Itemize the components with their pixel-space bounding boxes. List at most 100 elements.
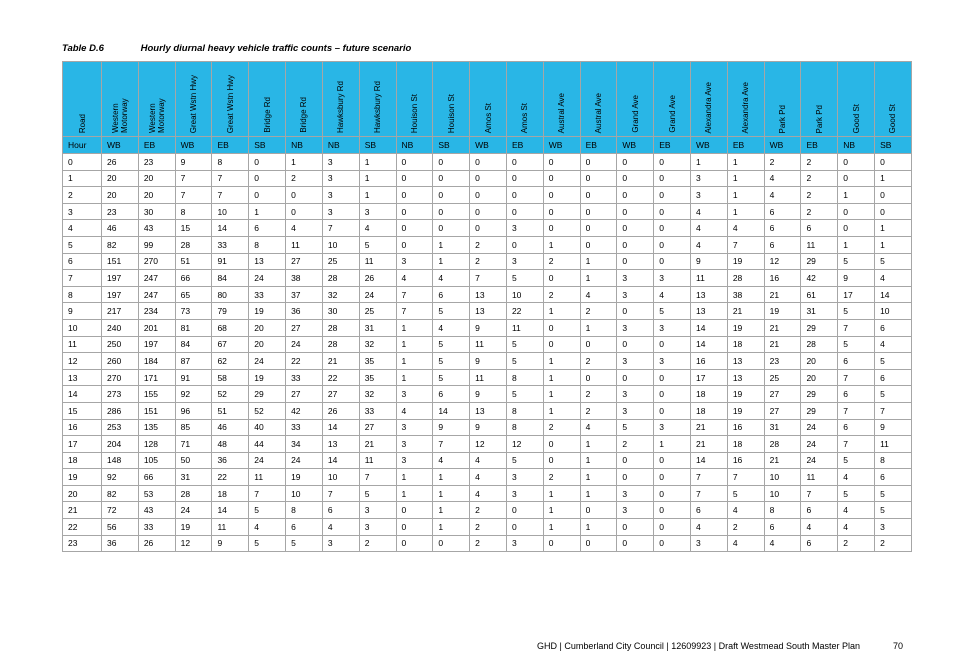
count-cell: 0 [653,169,691,188]
road-header-cell: Bridge Rd [285,61,323,137]
count-cell: 5 [432,335,471,354]
count-cell: 1 [248,202,287,221]
count-cell: 3 [505,484,544,503]
count-cell: 7 [726,235,765,254]
count-cell: 20 [248,318,287,337]
count-cell: 3 [321,202,360,221]
count-cell: 8 [174,202,213,221]
count-cell: 6 [432,385,471,403]
count-cell: 0 [248,153,287,171]
count-cell: 36 [101,534,139,553]
count-cell: 0 [616,186,655,204]
count-cell: 1 [432,468,471,486]
count-cell: 40 [248,418,287,437]
count-cell: 11 [469,335,507,354]
direction-header-cell: WB [101,136,139,154]
hour-cell: 12 [62,352,102,370]
road-header-cell: Good St [874,61,912,137]
count-cell: 30 [137,202,176,221]
count-cell: 0 [395,202,434,221]
count-cell: 2 [542,418,581,437]
hour-cell: 16 [62,418,102,437]
count-cell: 9 [469,352,507,370]
count-cell: 18 [690,385,728,403]
count-cell: 19 [248,302,287,320]
direction-header-row: Hour WB EB WB EB SB NB NB SB NB SB WB EB WB EB WB EB WB E… [62,136,912,154]
count-cell: 28 [321,269,360,287]
count-cell: 0 [505,202,544,221]
count-cell: 20 [800,368,839,387]
count-cell: 5 [837,335,876,354]
hour-cell: 14 [62,385,102,403]
count-cell: 25 [763,368,802,387]
count-cell: 1 [395,468,434,486]
count-cell: 0 [469,153,507,171]
count-cell: 38 [726,285,765,304]
count-cell: 2 [800,169,839,188]
table-row: 19 92 66 31 22 11 19 10 7 1 1 4 3 2 1 0 0 7 7 10 11 4 6 [62,468,912,486]
table-row: 20 82 53 28 18 7 10 7 5 1 1 4 3 1 1 3 0 7 5 10 7 5 5 [62,484,912,503]
road-header-cell: Great Wstn Hwy [174,61,213,137]
count-cell: 8 [874,451,912,470]
road-name-label: Good St [888,103,898,133]
count-cell: 9 [469,385,507,403]
count-cell: 92 [174,385,213,403]
count-cell: 2 [874,534,912,553]
count-cell: 5 [432,352,471,370]
count-cell: 1 [395,335,434,354]
count-cell: 1 [432,252,471,271]
count-cell: 0 [653,202,691,221]
count-cell: 25 [358,302,397,320]
count-cell: 20 [101,186,139,204]
count-cell: 84 [174,335,213,354]
count-cell: 4 [395,401,434,420]
count-cell: 0 [616,335,655,354]
count-cell: 7 [837,368,876,387]
count-cell: 2 [763,153,802,171]
count-cell: 26 [101,153,139,171]
count-cell: 0 [395,501,434,520]
count-cell: 0 [505,186,544,204]
count-cell: 11 [211,518,250,536]
count-cell: 0 [616,451,655,470]
table-row: 11 250 197 84 67 20 24 28 32 1 5 11 5 0 0 0 0 14 18 21 28 5 4 [62,335,912,354]
road-name-label: Houison St [446,93,456,133]
count-cell: 29 [800,252,839,271]
count-cell: 4 [800,518,839,536]
count-cell: 16 [690,352,728,370]
count-cell: 0 [432,153,471,171]
count-cell: 21 [358,435,397,453]
road-header-cell: Western Motorway [137,61,176,137]
count-cell: 66 [174,269,213,287]
count-cell: 0 [542,269,581,287]
count-cell: 0 [579,501,618,520]
count-cell: 29 [800,401,839,420]
count-cell: 34 [285,435,323,453]
count-cell: 0 [432,186,471,204]
count-cell: 1 [542,385,581,403]
count-cell: 0 [653,401,691,420]
count-cell: 5 [505,385,544,403]
count-cell: 7 [174,186,213,204]
count-cell: 30 [321,302,360,320]
road-header-cell: Good St [837,61,876,137]
count-cell: 3 [616,484,655,503]
table-body: 0 26 23 9 8 0 1 3 1 0 0 0 0 0 0 0 0 1 1 2 2 0 0 1 20 20 7 7 0 2 3 1 0 0 0 0… [62,153,912,553]
hour-cell: 3 [62,202,102,221]
hour-cell: 5 [62,235,102,254]
count-cell: 4 [690,219,728,237]
count-cell: 4 [432,318,471,337]
count-cell: 9 [837,269,876,287]
count-cell: 82 [101,484,139,503]
count-cell: 7 [248,484,287,503]
hour-cell: 21 [62,501,102,520]
count-cell: 4 [321,518,360,536]
count-cell: 0 [653,335,691,354]
count-cell: 1 [542,302,581,320]
count-cell: 2 [726,518,765,536]
count-cell: 7 [321,484,360,503]
count-cell: 15 [174,219,213,237]
count-cell: 5 [358,235,397,254]
count-cell: 4 [726,219,765,237]
count-cell: 0 [653,219,691,237]
